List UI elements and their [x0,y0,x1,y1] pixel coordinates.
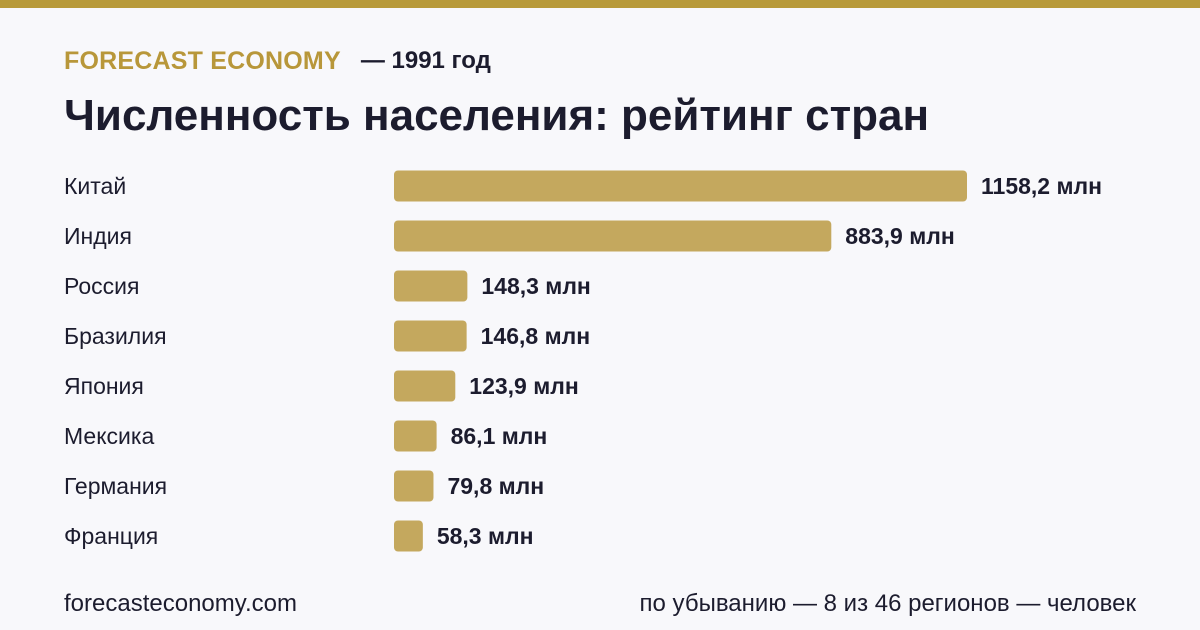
value-label: 58,3 млн [437,523,534,549]
value-label: 1158,2 млн [981,173,1102,199]
value-label: 79,8 млн [447,473,544,499]
value-label: 883,9 млн [845,223,954,249]
value-label: 86,1 млн [451,423,548,449]
category-label: Германия [64,473,167,499]
bar [394,520,423,552]
bar [394,470,434,502]
category-label: Мексика [64,423,154,449]
category-label: Китай [64,173,126,199]
footer-site: forecasteconomy.com [64,590,297,617]
value-label: 123,9 млн [469,373,578,399]
year-label: — 1991 год [360,47,491,74]
category-label: Россия [64,273,139,299]
bar [394,220,832,252]
bar [394,270,468,302]
top-accent-bar [0,0,1200,8]
header: FORECAST ECONOMY — 1991 год [64,44,491,78]
page-title: Численность населения: рейтинг стран [64,91,930,140]
category-label: Индия [64,223,132,249]
brand-name: FORECAST ECONOMY [64,46,341,75]
bar [394,370,456,402]
bar [394,170,967,202]
value-label: 148,3 млн [481,273,590,299]
category-label: Франция [64,523,158,549]
value-label: 146,8 млн [481,323,590,349]
category-label: Япония [64,373,144,399]
bar [394,420,437,452]
category-label: Бразилия [64,323,167,349]
footer-note: по убыванию — 8 из 46 регионов — человек [639,590,1136,617]
bar [394,320,467,352]
